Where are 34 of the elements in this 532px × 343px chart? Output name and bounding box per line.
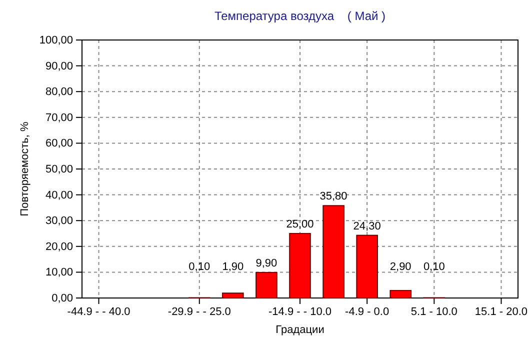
- y-tick-label: 30,00: [45, 215, 73, 228]
- y-tick-label: 70,00: [45, 112, 73, 124]
- y-tick-label: 0,00: [52, 292, 73, 305]
- y-tick-label: 80,00: [45, 86, 73, 98]
- bar: [322, 205, 344, 298]
- chart-title: Температура воздуха ( Май ): [214, 9, 386, 23]
- bar: [256, 272, 278, 298]
- x-tick-label: -14.9 - - 10.0: [268, 306, 332, 318]
- x-axis-title: Градации: [276, 324, 324, 336]
- data-label: 2,90: [390, 261, 412, 273]
- y-tick-label: 10,00: [45, 266, 73, 279]
- data-label: 24,30: [353, 220, 381, 232]
- x-tick-label: 5.1 - 10.0: [410, 306, 458, 318]
- data-label: 9,90: [256, 257, 278, 270]
- bar: [356, 234, 378, 298]
- bar: [222, 292, 244, 298]
- y-tick-label: 40,00: [45, 189, 73, 202]
- y-tick-label: 90,00: [45, 60, 73, 72]
- x-tick-label: -29.9 - - 25.0: [168, 306, 231, 318]
- y-tick-label: 60,00: [45, 138, 73, 150]
- data-label: 35,80: [320, 190, 348, 203]
- data-label: 25,00: [286, 218, 314, 230]
- x-tick-label: 15.1 - 20.0: [474, 306, 528, 318]
- data-label: 1,90: [222, 261, 244, 273]
- y-tick-label: 100,00: [39, 34, 73, 47]
- x-tick-label: -44.9 - - 40.0: [67, 306, 130, 318]
- x-tick-label: -4.9 - 0.0: [345, 306, 390, 318]
- data-label: 0,10: [423, 261, 445, 273]
- y-tick-label: 50,00: [45, 164, 73, 176]
- data-label: 0,10: [188, 261, 210, 273]
- y-tick-label: 20,00: [45, 240, 73, 253]
- bar: [390, 290, 412, 298]
- y-axis-title: Повторяемость, %: [19, 122, 31, 216]
- bar: [289, 233, 311, 298]
